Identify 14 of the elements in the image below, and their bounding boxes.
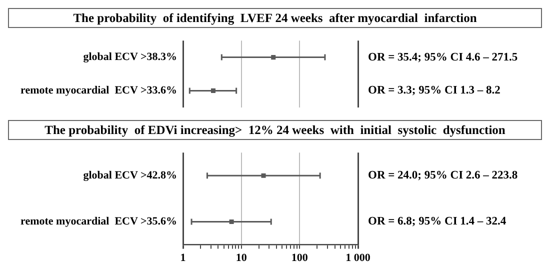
y-tick-label: global ECV >38.3% [83,51,177,64]
y-tick-label: global ECV >42.8% [83,169,177,182]
y-tick-label: remote myocardial ECV >33.6% [20,84,177,97]
text: OR = 3.3; 95% CI 1.3 – 8.2 [368,84,501,97]
text: OR = 6.8; 95% CI 1.4 – 32.4 [368,216,506,228]
x-tick-label: 10 [236,252,248,264]
chart-title: The probability of identifying LVEF 24 weeks after myocardial infarction [8,8,542,28]
y-tick-label: remote myocardial ECV >35.6% [20,216,177,228]
chart-title: The probability of EDVi increasing> 12% 24 weeks with initial systolic dysfunction [8,120,542,140]
x-tick-label: 1 [180,252,186,264]
x-tick-label: 100 [291,252,308,264]
text: OR = 35.4; 95% CI 4.6 – 271.5 [368,51,518,64]
text: OR = 24.0; 95% CI 2.6 – 223.8 [368,170,518,182]
x-tick-label: 1 000 [346,252,371,264]
